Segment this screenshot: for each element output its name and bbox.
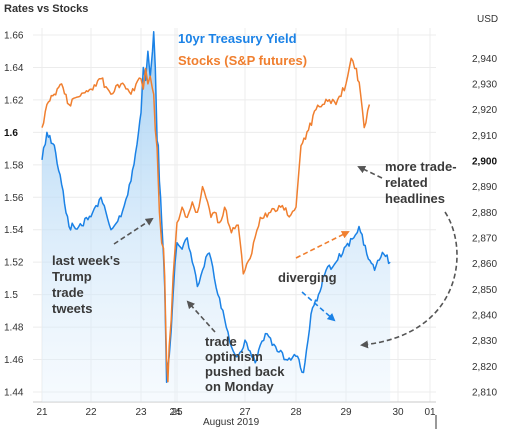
svg-text:more trade- related: more trade- related headlines	[385, 159, 460, 206]
series-line-stocks	[41, 57, 371, 383]
right-tick-label: 2,890	[472, 182, 497, 193]
annotation-line: on Monday	[205, 379, 274, 394]
left-tick-label: 1.48	[4, 323, 24, 334]
left-tick-label: 1.64	[4, 63, 24, 74]
right-tick-label: 2,940	[472, 54, 497, 65]
x-tick-label: 30	[392, 407, 404, 418]
left-tick-label: 1.58	[4, 160, 24, 171]
annotation-line: optimism	[205, 349, 263, 364]
x-tick-label: 28	[290, 407, 302, 418]
x-tick-label: 01	[424, 407, 436, 418]
left-tick-label: 1.66	[4, 31, 24, 42]
annotation-line: related	[385, 175, 428, 190]
left-axis-ticks: 1.44 1.46 1.48 1.5 1.52 1.54 1.56 1.58 1.6 1.62 1.…	[4, 31, 24, 399]
left-tick-label: 1.46	[4, 355, 24, 366]
annotation-line: trade	[52, 285, 84, 300]
left-tick-label: 1.52	[4, 258, 24, 269]
left-tick-label: 1.5	[4, 290, 18, 301]
annotation-arrow-diverging-down	[301, 291, 336, 322]
left-tick-label: 1.54	[4, 225, 24, 236]
right-tick-label: 2,900	[472, 156, 497, 167]
annotation-line: trade	[205, 334, 237, 349]
x-tick-label: 22	[85, 407, 97, 418]
legend-yield: 10yr Treasury Yield	[178, 31, 297, 46]
right-tick-label: 2,920	[472, 105, 497, 116]
left-tick-label: 1.56	[4, 193, 24, 204]
yield-area	[42, 31, 391, 403]
annotation-arrow-headlines-up	[357, 165, 383, 179]
yield-area-fill	[42, 31, 391, 403]
left-tick-label: 1.6	[4, 128, 18, 139]
series-line-yield	[41, 31, 391, 384]
x-axis-label: August 2019	[203, 417, 260, 428]
annotation-line: tweets	[52, 301, 92, 316]
x-tick-label: 21	[36, 407, 48, 418]
left-tick-label: 1.44	[4, 388, 24, 399]
right-tick-label: 2,870	[472, 233, 497, 244]
x-tick-label: 25	[171, 407, 183, 418]
svg-text:last week's Trump: last week's Trump trade tweets	[52, 253, 124, 316]
annotation-diverging: diverging	[278, 270, 337, 285]
annotation-line: pushed back	[205, 364, 285, 379]
annotation-more-trade-headlines: more trade- related headlines	[385, 159, 460, 206]
legend-stocks: Stocks (S&P futures)	[178, 53, 307, 68]
x-tick-label: 23	[135, 407, 147, 418]
left-tick-label: 1.62	[4, 95, 24, 106]
annotation-arrow-diverging-up	[295, 231, 350, 259]
right-tick-label: 2,820	[472, 362, 497, 373]
svg-text:trade optimism pus: trade optimism pushed back on Monday	[205, 334, 288, 394]
right-tick-label: 2,910	[472, 131, 497, 142]
x-tick-label: 29	[340, 407, 352, 418]
right-tick-label: 2,810	[472, 388, 497, 399]
right-tick-label: 2,830	[472, 336, 497, 347]
annotation-line: Trump	[52, 269, 92, 284]
annotation-trump-tweets: last week's Trump trade tweets	[52, 253, 124, 316]
annotation-trade-optimism: trade optimism pushed back on Monday	[205, 334, 288, 394]
annotation-line: last week's	[52, 253, 120, 268]
right-axis-ticks: 2,810 2,820 2,830 2,840 2,850 2,860 2,870 2,880…	[472, 54, 497, 399]
right-tick-label: 2,930	[472, 79, 497, 90]
right-axis-unit: USD	[477, 14, 498, 25]
x-tick-label: 27	[239, 407, 251, 418]
chart-title: Rates vs Stocks	[4, 3, 88, 15]
right-tick-label: 2,860	[472, 259, 497, 270]
annotation-arrow-optimism	[186, 300, 216, 333]
right-tick-label: 2,840	[472, 310, 497, 321]
annotation-line: more trade-	[385, 159, 457, 174]
annotation-arrow-headlines-down	[360, 211, 458, 349]
annotation-line: headlines	[385, 191, 445, 206]
right-tick-label: 2,850	[472, 285, 497, 296]
series-lines	[41, 31, 391, 384]
right-tick-label: 2,880	[472, 208, 497, 219]
x-tick-label: 24	[169, 407, 181, 418]
